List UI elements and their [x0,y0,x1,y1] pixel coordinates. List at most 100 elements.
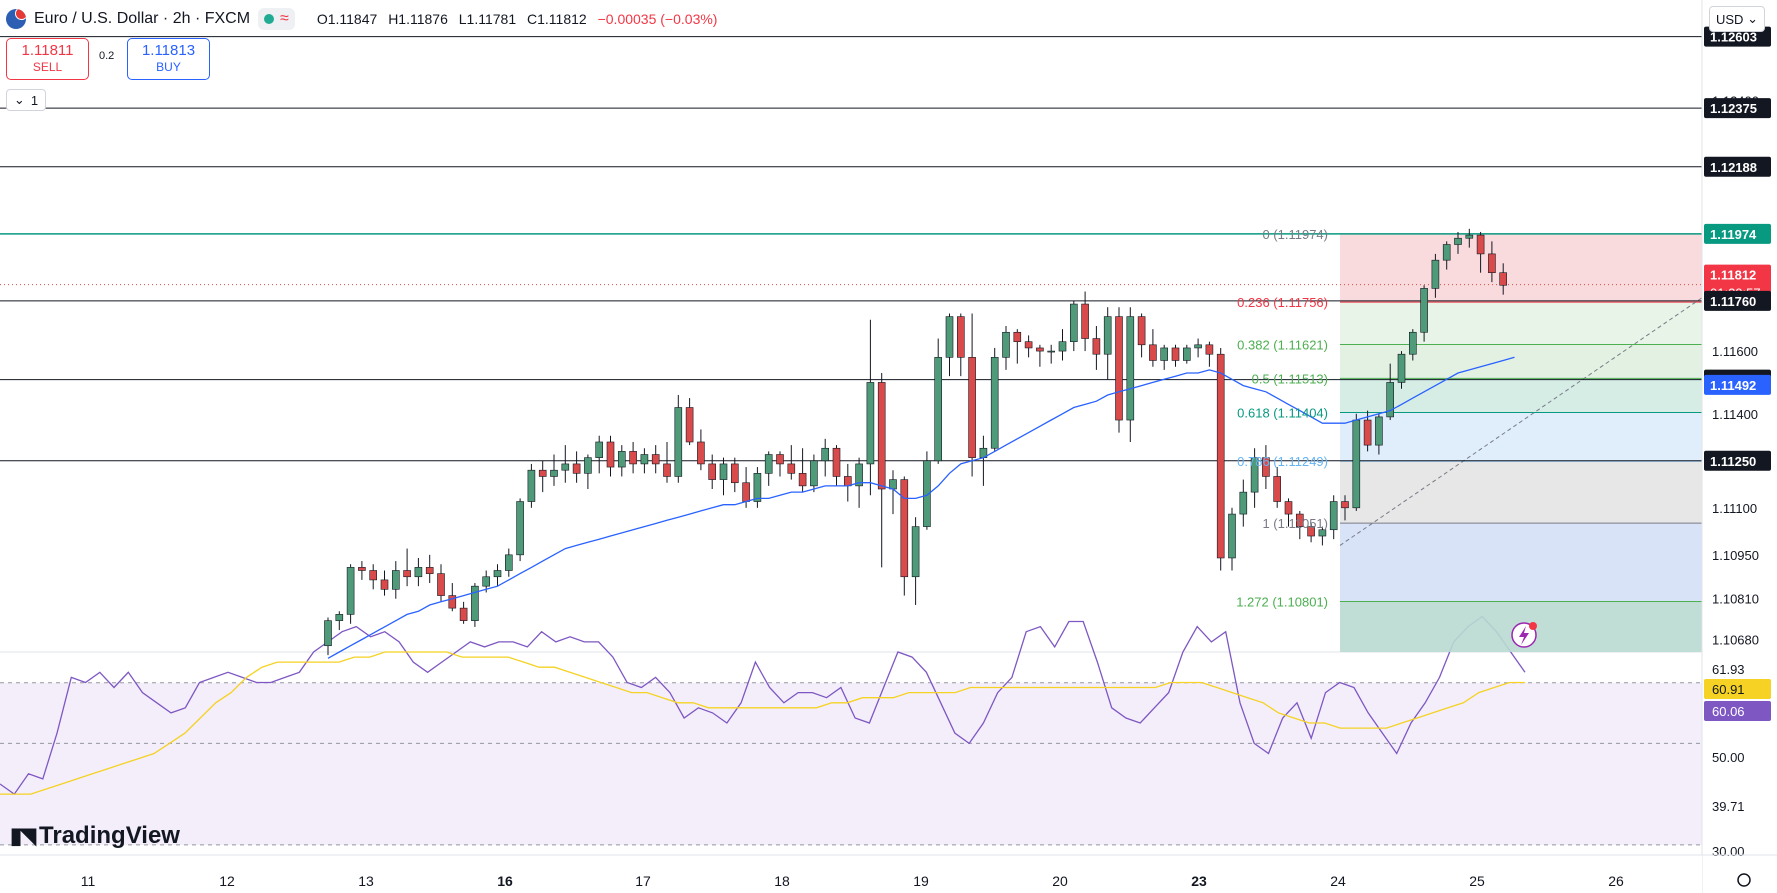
rsi-axis-label: 30.00 [1712,844,1745,859]
candle-body [708,463,717,480]
candle-body [1047,350,1055,353]
buy-button[interactable]: 1.11813 BUY [127,38,210,80]
price-axis-label-text: 1.12603 [1710,30,1757,45]
brand-name: TradingView [39,822,180,849]
sell-button[interactable]: 1.11811 SELL [6,38,89,80]
candle-body [900,479,909,578]
market-status[interactable]: ≈ [258,8,295,30]
buy-price: 1.11813 [141,42,196,59]
price-axis-label-text: 1.12188 [1710,160,1757,175]
fib-level-label: 0.382 (1.11621) [1237,337,1328,352]
price-axis-label-text: 1.11974 [1710,227,1757,242]
candle-body [787,463,796,474]
time-tick-label: 20 [1052,873,1068,889]
candle-body [482,576,491,587]
candle-body [1273,476,1281,502]
close-value: C1.11812 [527,11,587,27]
fib-zone [1340,412,1702,462]
candle-body [1363,419,1372,446]
candle-body [742,482,750,502]
currency-select[interactable]: USD ⌄ [1709,6,1765,32]
candle-body [968,357,976,458]
candle-body [1126,316,1135,421]
time-tick-label: 23 [1191,873,1207,889]
candle-body [1137,316,1146,346]
candle-body [764,454,773,474]
indicator-count: 1 [30,92,39,108]
candle-body [380,579,389,590]
candle-body [1160,347,1168,361]
candle-body [1431,259,1440,289]
price-axis-label: 1.12375 [1704,98,1771,119]
price-tick-label: 1.10810 [1712,592,1759,607]
candle-body [889,479,897,490]
moving-average-line [327,356,1515,659]
candle-body [1036,347,1044,352]
time-tick-label: 13 [358,873,374,889]
rsi-band [0,682,1702,845]
candle-body [685,407,694,443]
candle-body [1013,331,1022,342]
candle-body [1442,244,1451,261]
market-open-icon [264,14,275,24]
sell-price: 1.11811 [21,42,74,59]
fib-zone [1340,523,1702,602]
fib-zone [1340,302,1702,345]
price-axis-label-bg [1704,223,1771,244]
candle-body [1409,331,1417,355]
candle-body [527,469,536,502]
fib-trend-line [1339,297,1703,546]
time-tick-label: 26 [1608,873,1624,889]
price-axis-label: 1.11760 [1704,290,1771,311]
symbol-title[interactable]: Euro / U.S. Dollar · 2h · FXCM [34,10,251,27]
fib-zone [1340,461,1702,524]
price-axis-label-text: 1.11812 [1710,268,1756,283]
candle-body [1239,491,1248,515]
candle-body [425,567,434,574]
rsi-line [0,615,1526,796]
candle-body [1420,288,1428,333]
candle-body [1171,347,1180,361]
candle-body [1352,419,1361,509]
candle-body [471,585,479,621]
tv-logo-icon: ▮◥ [10,823,36,848]
rsi-axis-label: 39.71 [1712,799,1745,814]
rsi-axis-label: 60.91 [1704,679,1771,699]
candle-body [414,567,423,578]
rsi-axis-label-text: 50.00 [1712,750,1745,765]
candle-body [437,573,445,596]
price-axis-label-bg [1704,98,1771,119]
candle-body [561,463,570,471]
rsi-axis-label-text: 60.91 [1712,682,1745,697]
price-axis-label: 1.11250 [1704,450,1771,471]
price-tick-label: 1.10680 [1712,632,1759,647]
rsi-axis-label-text: 39.71 [1712,799,1745,814]
rsi-axis-label-bg [1704,679,1771,699]
candle-body [1499,272,1507,286]
fib-level-label: 0.618 (1.11404) [1237,406,1328,421]
candle-body [934,357,943,462]
rsi-axis-label-text: 60.06 [1712,704,1745,719]
candle-body [1250,457,1259,493]
candle-body [1058,341,1067,352]
collapse-indicators-button[interactable]: ⌄ 1 [6,89,46,111]
buy-label: BUY [156,60,181,74]
candle-body [1103,316,1112,355]
price-axis-bg [1702,0,1777,893]
rsi-axis-label-text: 30.00 [1712,844,1745,859]
wave-icon: ≈ [280,10,289,27]
high-value: H1.11876 [388,11,448,27]
price-tick-label: 1.11400 [1712,407,1758,422]
candle-body [1465,234,1474,239]
candle-body [651,454,660,465]
candle-body [1205,344,1214,355]
price-axis-label-text: 1.12375 [1710,101,1757,116]
candle-body [855,463,863,487]
candle-body [1092,338,1101,355]
change-value: −0.00035 (−0.03%) [597,11,718,27]
time-tick-label: 16 [497,873,513,889]
fib-level-label: 0.236 (1.11756) [1237,295,1328,310]
candle-body [674,407,683,477]
candle-body [719,463,728,480]
